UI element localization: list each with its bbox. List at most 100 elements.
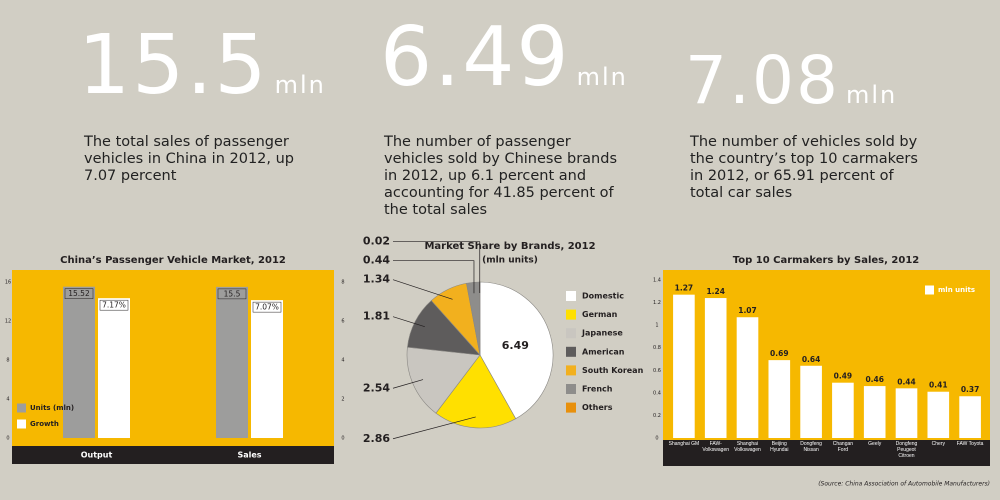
value-label: 7.07% bbox=[255, 303, 279, 312]
x-tick-label: Beijing Hyundai bbox=[770, 441, 789, 453]
bar bbox=[216, 286, 248, 438]
value-label: 2.86 bbox=[363, 432, 390, 445]
legend-label: mln units bbox=[938, 286, 975, 294]
y-tick-label: 0.8 bbox=[653, 345, 661, 351]
x-tick-label: Chery bbox=[931, 441, 945, 447]
value-label: 1.34 bbox=[363, 273, 390, 286]
x-tick-label: FAW-Volkswagen bbox=[702, 441, 730, 453]
value-label: 0.37 bbox=[961, 385, 980, 394]
stat-unit: mln bbox=[845, 81, 898, 109]
value-label: 0.46 bbox=[865, 375, 884, 384]
x-tick-label-box: FAW Toyota bbox=[957, 441, 984, 447]
stat-unit: mln bbox=[576, 63, 628, 91]
value-label: 0.49 bbox=[834, 372, 853, 381]
legend-label: Units (mln) bbox=[30, 404, 74, 412]
legend-swatch bbox=[566, 402, 576, 413]
stat-value: 15.5 bbox=[78, 18, 269, 113]
x-tick-label-box: FAW-Volkswagen bbox=[702, 441, 730, 453]
value-label-box bbox=[99, 299, 129, 311]
y-tick-label: 1 bbox=[655, 323, 658, 329]
bar bbox=[704, 298, 727, 438]
axis-strip bbox=[663, 440, 990, 466]
y-tick-label: 0.6 bbox=[653, 368, 661, 374]
stat-text: The number of passenger vehicles sold by… bbox=[384, 134, 618, 218]
bar bbox=[927, 391, 950, 438]
y-tick-label: 0 bbox=[6, 436, 9, 442]
bar bbox=[959, 396, 981, 438]
value-label: 1.07 bbox=[738, 306, 757, 315]
x-tick-label-box: Geely bbox=[868, 441, 882, 447]
legend-label: German bbox=[582, 310, 618, 319]
stat-value: 7.08 bbox=[685, 42, 840, 119]
y-tick-label: 8 bbox=[6, 358, 9, 364]
value-label: 0.69 bbox=[770, 349, 789, 358]
stat: 6.49 mln bbox=[380, 10, 628, 105]
legend-label: Others bbox=[582, 403, 613, 412]
stat: 7.08 mln bbox=[685, 42, 897, 119]
legend-label: Growth bbox=[30, 420, 59, 428]
stat-unit: mln bbox=[274, 71, 326, 99]
stat-text: The total sales of passenger vehicles in… bbox=[84, 134, 295, 184]
legend-swatch bbox=[925, 285, 934, 295]
x-tick-label: Output bbox=[81, 451, 113, 460]
value-label: 2.54 bbox=[363, 381, 390, 394]
y-tick-label: 16 bbox=[5, 280, 11, 286]
pie-slice bbox=[479, 281, 554, 420]
y-tick-label: 4 bbox=[6, 397, 9, 403]
legend-swatch bbox=[566, 328, 576, 339]
legend-swatch bbox=[566, 291, 576, 301]
legend-swatch bbox=[566, 346, 576, 357]
x-tick-label: Changan Ford bbox=[832, 441, 854, 453]
y2-tick-label: 4 bbox=[341, 358, 344, 364]
value-label: 6.49 bbox=[502, 339, 529, 352]
value-label: 1.27 bbox=[675, 284, 694, 293]
chart-subtitle: (mln units) bbox=[482, 256, 538, 266]
bar bbox=[673, 294, 695, 438]
legend-swatch bbox=[17, 403, 26, 413]
value-label: 15.52 bbox=[68, 289, 90, 298]
source: (Source: China Association of Automobile… bbox=[818, 481, 990, 488]
value-label: 1.81 bbox=[363, 310, 390, 323]
stat-value: 6.49 bbox=[380, 10, 571, 105]
x-tick-label: Sales bbox=[237, 451, 261, 460]
x-tick-label-box: Dongfeng Nissan bbox=[800, 441, 822, 453]
chart-title: China’s Passenger Vehicle Market, 2012 bbox=[60, 255, 286, 266]
y-tick-label: 12 bbox=[5, 319, 11, 325]
value-label: 0.02 bbox=[363, 235, 390, 248]
legend-label: French bbox=[582, 385, 613, 394]
leader-line bbox=[392, 416, 476, 440]
leader-line bbox=[392, 316, 425, 327]
legend-label: Japanese bbox=[581, 329, 623, 338]
value-label: 15.5 bbox=[224, 289, 241, 298]
leader-line bbox=[393, 260, 475, 294]
value-label-box bbox=[217, 288, 247, 300]
legend-swatch bbox=[17, 419, 26, 429]
bar bbox=[800, 365, 822, 438]
chart-title: Market Share by Brands, 2012 bbox=[424, 241, 595, 252]
bar bbox=[832, 382, 854, 438]
x-tick-label-box: Beijing Hyundai bbox=[770, 441, 789, 453]
pie-slice bbox=[406, 346, 481, 414]
y-tick-label: 1.4 bbox=[653, 278, 661, 284]
x-tick-label-box: Changan Ford bbox=[832, 441, 854, 453]
leader-line bbox=[392, 379, 424, 389]
legend-swatch bbox=[566, 309, 576, 320]
y2-tick-label: 6 bbox=[341, 319, 344, 325]
legend-swatch bbox=[566, 384, 576, 394]
bar bbox=[98, 298, 130, 438]
x-tick-label: Geely bbox=[868, 441, 882, 447]
y2-tick-label: 8 bbox=[341, 280, 344, 286]
value-label: 0.44 bbox=[363, 254, 390, 267]
bar bbox=[895, 388, 918, 438]
y2-tick-label: 0 bbox=[341, 436, 344, 442]
legend-swatch bbox=[566, 365, 576, 376]
value-label: 0.64 bbox=[802, 355, 821, 364]
value-label: 7.17% bbox=[102, 301, 126, 310]
value-label: 0.44 bbox=[897, 377, 916, 386]
bar bbox=[768, 360, 791, 438]
leader-line bbox=[392, 279, 453, 300]
x-tick-label-box: Dongfeng Peugeot Citroen bbox=[896, 441, 918, 459]
x-tick-label-box: Chery bbox=[931, 441, 945, 447]
bar bbox=[63, 286, 95, 438]
